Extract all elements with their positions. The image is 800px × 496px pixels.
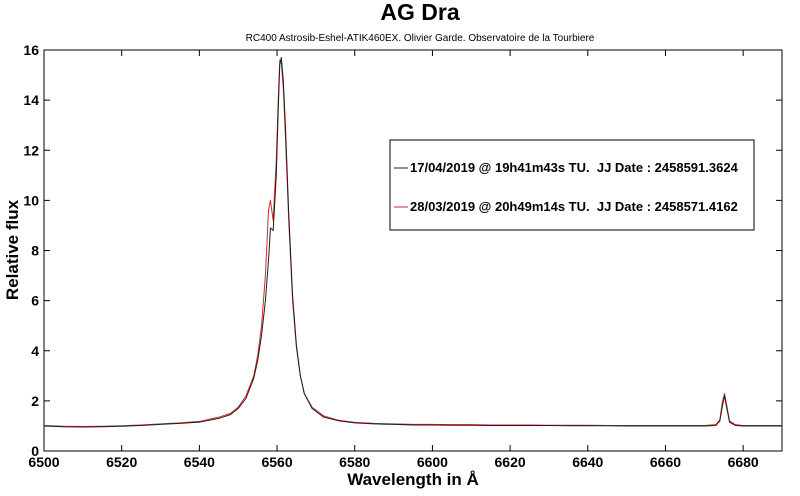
- x-tick-label: 6680: [728, 454, 759, 470]
- legend: 17/04/2019 @ 19h41m43s TU. JJ Date : 245…: [389, 139, 755, 231]
- y-tick-label: 14: [23, 92, 39, 108]
- y-tick-label: 10: [23, 192, 39, 208]
- plot-frame: [43, 49, 783, 452]
- chart-title: AG Dra: [380, 0, 459, 25]
- y-tick-label: 4: [31, 343, 39, 359]
- y-tick-label: 2: [31, 393, 39, 409]
- x-tick-label: 6620: [495, 454, 526, 470]
- y-axis: 0 2 4 6 8 10 12 14 16: [23, 42, 782, 459]
- y-tick-label: 16: [23, 42, 39, 58]
- series-line-1: [43, 57, 782, 428]
- y-tick-label: 12: [23, 142, 39, 158]
- legend-label-2: 28/03/2019 @ 20h49m14s TU. JJ Date : 245…: [410, 199, 738, 214]
- x-tick-label: 6600: [417, 454, 448, 470]
- x-tick-label: 6520: [106, 454, 137, 470]
- x-tick-label: 6660: [650, 454, 681, 470]
- y-tick-label: 6: [31, 293, 39, 309]
- x-tick-label: 6540: [184, 454, 215, 470]
- y-tick-label: 0: [31, 443, 39, 459]
- x-tick-label: 6560: [261, 454, 292, 470]
- legend-box: [389, 139, 755, 231]
- series-line-2: [43, 59, 782, 427]
- chart-subtitle: RC400 Astrosib-Eshel-ATIK460EX. Olivier …: [246, 33, 595, 44]
- x-tick-label: 6640: [572, 454, 603, 470]
- x-tick-label: 6580: [339, 454, 370, 470]
- y-tick-label: 8: [31, 243, 39, 259]
- x-tick-label: 6500: [28, 454, 59, 470]
- x-axis: 6500 6520 6540 6560 6580 6600 6620 6640 6660 6680: [28, 50, 759, 470]
- x-axis-label: Wavelength in Å: [347, 470, 479, 489]
- y-axis-label: Relative flux: [3, 199, 22, 300]
- series-layer: [43, 57, 782, 428]
- legend-label-1: 17/04/2019 @ 19h41m43s TU. JJ Date : 245…: [410, 160, 739, 175]
